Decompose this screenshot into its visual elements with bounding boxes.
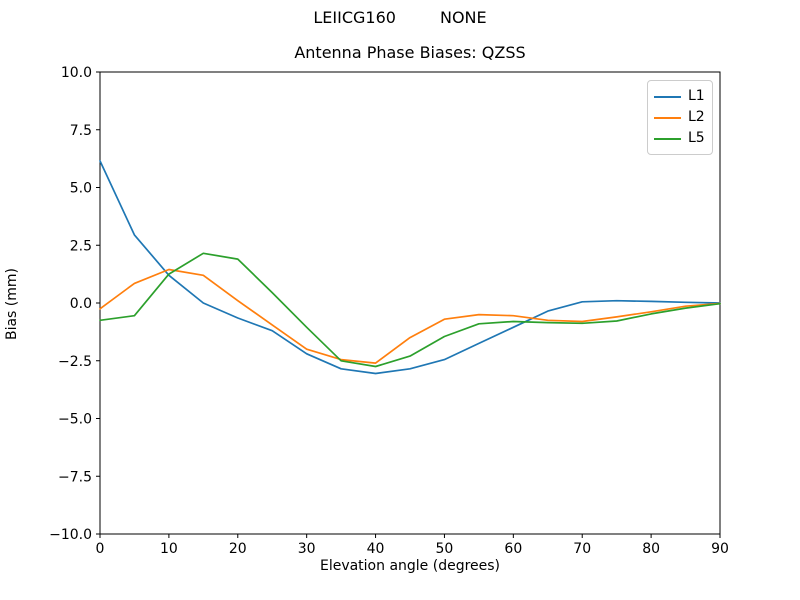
y-tick-label: −5.0 [58,412,92,428]
x-tick-label: 70 [573,541,591,557]
axes-title: Antenna Phase Biases: QZSS [294,43,526,62]
series-line-l2 [99,268,721,364]
y-tick-label: −2.5 [58,354,92,370]
y-tick-label: 2.5 [70,238,92,254]
y-axis-label: Bias (mm) [4,267,20,341]
x-tick-label: 40 [367,541,385,557]
suptitle-solution: NONE [439,8,487,27]
legend-entry-l1: L1 [654,86,712,107]
l2-line-swatch [654,116,681,119]
y-tick-label: −7.5 [58,469,92,485]
l5-line-swatch [654,137,681,140]
x-tick-label: 80 [642,541,660,557]
x-tick-label: 30 [298,541,316,557]
suptitle-station: LEIICG160 [313,8,396,27]
x-axis-label: Elevation angle (degrees) [319,558,501,574]
l1-line-swatch [654,95,681,98]
legend-label-l1: L1 [688,88,705,104]
legend-entry-l2: L2 [654,107,712,128]
series-line-l5 [99,252,721,368]
legend: L1 L2 L5 [647,80,713,155]
y-tick-label: 7.5 [70,123,92,139]
legend-entry-l5: L5 [654,128,712,149]
axes-spines [99,71,721,535]
y-tick-label: −10.0 [49,527,92,543]
y-tick-label: 10.0 [61,65,92,81]
y-tick-label: 0.0 [70,296,92,312]
figure-suptitle: LEIICG160 NONE [0,8,800,28]
legend-label-l5: L5 [688,130,705,146]
series-line-l1 [99,160,721,375]
legend-label-l2: L2 [688,109,705,125]
x-tick-label: 50 [436,541,454,557]
y-tick-label: 5.0 [70,181,92,197]
x-tick-label: 10 [160,541,178,557]
x-tick-label: 60 [504,541,522,557]
x-tick-label: 0 [96,541,105,557]
x-tick-label: 90 [711,541,729,557]
x-tick-label: 20 [229,541,247,557]
